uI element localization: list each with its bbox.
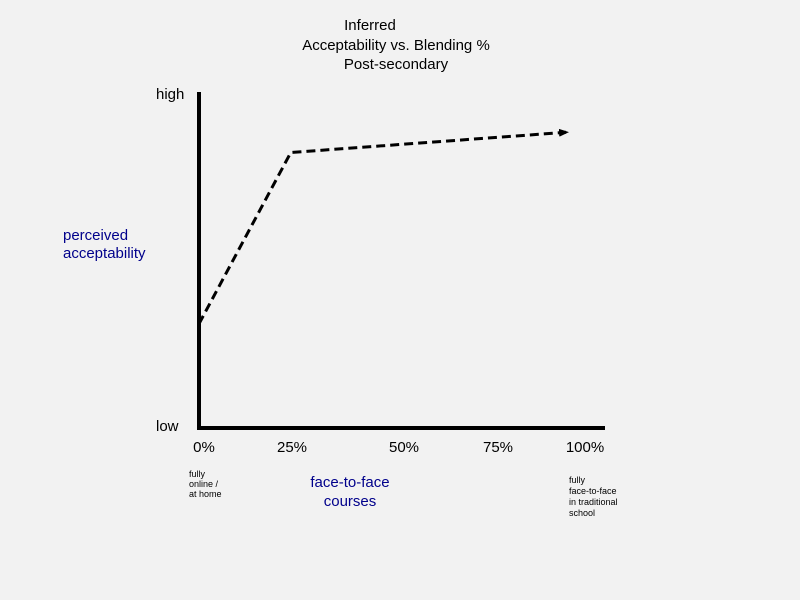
chart-title-line-2: Acceptability vs. Blending % [302,37,490,54]
x-end-note-line-2: face-to-face [569,486,617,496]
x-end-note-line-4: school [569,508,595,518]
x-end-note-line-1: fully [569,475,586,485]
x-tick-label: 100% [566,439,604,456]
x-start-note-line-1: fully [189,469,206,479]
x-end-note-line-3: in traditional [569,497,618,507]
y-axis-label-line-1: perceived [63,227,128,244]
x-start-note-line-2: online / [189,479,219,489]
x-start-note-line-3: at home [189,489,222,499]
chart-title-line-3: Post-secondary [344,56,449,73]
x-tick-label: 0% [193,439,215,456]
series-line [197,128,569,325]
y-axis-label-line-2: acceptability [63,245,146,262]
chart-title-line-1: Inferred [344,17,396,34]
x-tick-label: 75% [483,439,513,456]
y-tick-low: low [156,418,179,435]
x-axis-label-line-2: courses [324,493,377,510]
y-tick-high: high [156,86,184,103]
x-tick-label: 50% [389,439,419,456]
x-tick-label: 25% [277,439,307,456]
x-axis-label-line-1: face-to-face [310,474,389,491]
